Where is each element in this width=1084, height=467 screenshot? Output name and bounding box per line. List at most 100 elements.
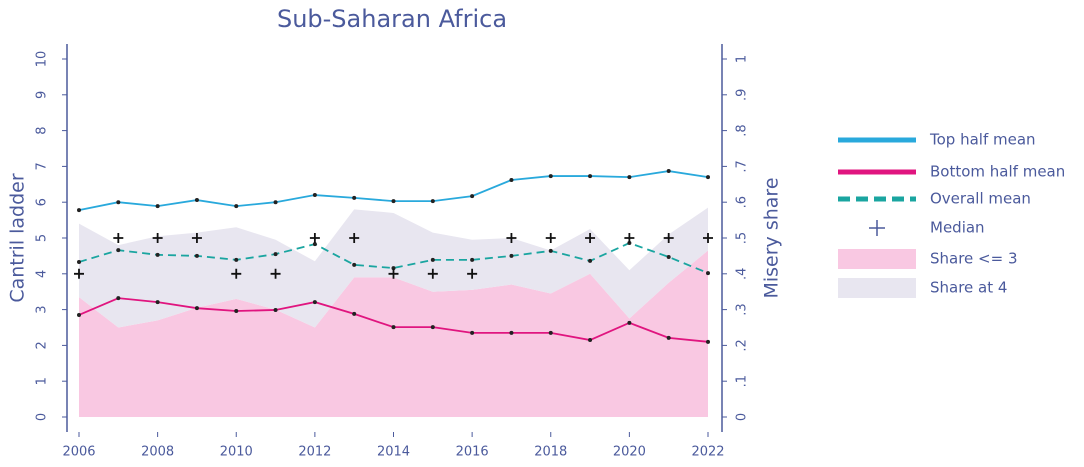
point [706, 271, 710, 276]
point [312, 300, 317, 305]
median-marker [349, 233, 360, 243]
area [79, 250, 708, 417]
y-tick-label: 4 [35, 270, 50, 278]
point [509, 178, 514, 183]
point [706, 175, 710, 180]
median-marker [152, 233, 163, 243]
point [391, 325, 396, 330]
x-tick-label: 2020 [613, 445, 646, 460]
y2-tick-label: .6 [735, 196, 750, 208]
y-tick-label: 3 [35, 305, 50, 313]
point [470, 330, 475, 335]
y2-tick-label: .1 [735, 375, 750, 387]
point [155, 300, 160, 305]
legend-label: Top half mean [929, 131, 1036, 149]
point [706, 339, 710, 344]
y2-tick-label: .7 [735, 160, 750, 172]
legend-swatch [838, 278, 916, 298]
x-tick-label: 2014 [377, 445, 410, 460]
median-marker [191, 233, 202, 243]
chart-title: Sub-Saharan Africa [277, 5, 507, 33]
point [312, 242, 317, 247]
x-tick-label: 2008 [141, 445, 174, 460]
point [588, 258, 593, 263]
point [273, 307, 278, 312]
point [666, 254, 671, 259]
median-marker [388, 268, 399, 279]
point [588, 338, 593, 343]
y2-tick-label: 0 [735, 413, 750, 421]
point [627, 175, 632, 180]
point [588, 174, 593, 179]
point [234, 309, 239, 314]
point [234, 204, 239, 209]
x-tick-label: 2018 [534, 445, 567, 460]
y-tick-label: 0 [35, 413, 50, 421]
line [78, 170, 709, 211]
point [352, 195, 357, 200]
point [116, 296, 121, 301]
median-marker [467, 268, 478, 279]
median-marker [663, 233, 674, 243]
point [352, 262, 357, 267]
median-marker [231, 268, 242, 279]
y2-tick-label: .8 [735, 124, 750, 136]
median-marker [74, 268, 84, 279]
point [116, 248, 121, 253]
median-marker [506, 233, 517, 243]
median-marker [585, 233, 596, 243]
point [509, 330, 514, 335]
point [312, 193, 317, 198]
x-tick-label: 2006 [62, 445, 95, 460]
point [548, 174, 553, 179]
median-marker [624, 233, 635, 243]
legend-label: Bottom half mean [930, 163, 1065, 181]
legend-label: Share at 4 [930, 279, 1007, 297]
line [78, 242, 709, 274]
y-axis-label: Cantril ladder [7, 173, 29, 303]
y2-tick-label: .3 [735, 303, 750, 315]
median-marker [545, 233, 556, 243]
point [194, 306, 199, 311]
point [470, 257, 475, 262]
y-tick-label: 7 [35, 162, 50, 170]
point [430, 257, 435, 262]
x-tick-label: 2012 [298, 445, 331, 460]
legend-swatch [838, 249, 916, 269]
point [116, 200, 121, 205]
median-marker [427, 268, 438, 279]
y2-tick-label: .2 [735, 339, 750, 351]
point [548, 248, 553, 253]
y2-tick-label: .4 [735, 268, 750, 280]
point [273, 200, 278, 205]
y-tick-label: 1 [35, 377, 50, 385]
point [391, 199, 396, 204]
point [430, 199, 435, 204]
point [470, 194, 475, 199]
point [234, 257, 239, 262]
point [77, 312, 81, 317]
point [77, 259, 81, 264]
y-tick-label: 5 [35, 234, 50, 242]
point [194, 198, 199, 203]
point [155, 204, 160, 209]
y2-tick-label: .9 [735, 89, 750, 101]
y2-axis-label: Misery share [761, 177, 783, 298]
y-tick-label: 10 [35, 51, 50, 68]
point [666, 169, 671, 174]
y-tick-label: 6 [35, 198, 50, 206]
legend-label: Median [930, 219, 985, 237]
legend-swatch [869, 220, 885, 236]
point [352, 311, 357, 316]
point [627, 241, 632, 246]
point [666, 335, 671, 340]
x-tick-label: 2016 [456, 445, 489, 460]
legend-label: Share <= 3 [930, 250, 1018, 268]
point [391, 266, 396, 271]
y-tick-label: 8 [35, 126, 50, 134]
median-marker [270, 268, 281, 279]
y-tick-label: 9 [35, 91, 50, 99]
median-marker [309, 233, 320, 243]
point [273, 252, 278, 257]
